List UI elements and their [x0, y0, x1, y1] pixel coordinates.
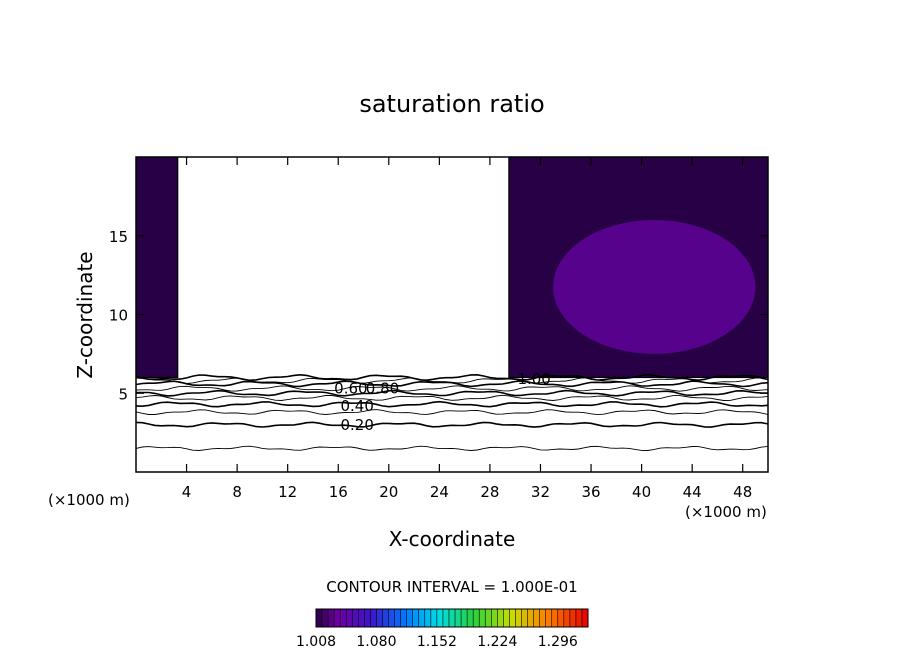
colorbar-segment	[533, 609, 540, 627]
x-unit-right: (×1000 m)	[685, 503, 767, 521]
colorbar-segment	[364, 609, 371, 627]
x-tick-label: 44	[683, 483, 702, 501]
contour-interval-label: CONTOUR INTERVAL = 1.000E-01	[326, 578, 577, 596]
contour-line	[136, 389, 768, 397]
colorbar-segment	[575, 609, 583, 627]
supersaturated-region	[136, 157, 179, 379]
colorbar-segment	[551, 609, 559, 627]
colorbar-tick-label: 1.080	[356, 634, 396, 650]
contour-line	[136, 380, 768, 388]
colorbar-segment	[509, 609, 516, 627]
x-tick-label: 28	[480, 483, 499, 501]
contour-line	[136, 385, 768, 392]
colorbar-segment	[376, 609, 383, 627]
colorbar-segment	[316, 609, 323, 627]
colorbar-segment	[328, 609, 335, 627]
colorbar-segment	[424, 609, 432, 627]
colorbar-tick-label: 1.008	[296, 634, 336, 650]
contour-line	[136, 377, 768, 384]
colorbar-segment	[418, 609, 426, 627]
colorbar-segment	[388, 609, 395, 627]
contour-label: 1.00	[517, 370, 550, 388]
colorbar-segment	[473, 609, 480, 627]
colorbar-segment	[430, 609, 438, 627]
x-tick-label: 8	[232, 483, 242, 501]
colorbar-segment	[358, 609, 365, 627]
chart-title: saturation ratio	[359, 90, 544, 118]
x-tick-label: 20	[379, 483, 398, 501]
colorbar-frame	[315, 608, 589, 628]
contour-labels: 0.200.400.600.80 1.00	[334, 370, 551, 434]
y-tick-label: 5	[118, 385, 128, 403]
colorbar-segment	[479, 609, 486, 627]
y-tick-label: 10	[109, 307, 128, 325]
supersaturated-region	[553, 220, 756, 354]
contour-line	[136, 409, 768, 416]
colorbar-segment	[394, 609, 401, 627]
x-tick-label: 12	[278, 483, 297, 501]
contour-label: 0.60	[334, 380, 367, 398]
x-tick-label: 16	[329, 483, 348, 501]
colorbar-segment	[563, 609, 571, 627]
colorbar-segment	[436, 609, 444, 627]
y-tick-label: 15	[109, 228, 128, 246]
contour-line	[136, 373, 768, 382]
colorbar-segment	[442, 609, 450, 627]
colorbar-segment	[467, 609, 474, 627]
colorbar-segment	[539, 609, 546, 627]
colorbar-segment	[346, 609, 353, 627]
colorbar: 1.008 1.080 1.152 1.224 1.296	[296, 608, 589, 650]
colorbar-segment	[334, 609, 341, 627]
colorbar-segment	[448, 609, 456, 627]
colorbar-segment	[340, 609, 347, 627]
colorbar-segment	[491, 609, 498, 627]
colorbar-segment	[406, 609, 414, 627]
x-tick-label: 36	[581, 483, 600, 501]
colorbar-tick-label: 1.296	[538, 634, 578, 650]
colorbar-segment	[485, 609, 492, 627]
colorbar-tick-label: 1.224	[477, 634, 517, 650]
colorbar-segment	[412, 609, 420, 627]
contour-label: 0.80	[366, 380, 399, 398]
colorbar-segment	[400, 609, 407, 627]
colorbar-segment	[352, 609, 359, 627]
colorbar-segment	[581, 609, 589, 627]
colorbar-segment	[521, 609, 528, 627]
colorbar-tick-label: 1.152	[417, 634, 457, 650]
colorbar-segment	[515, 609, 522, 627]
x-tick-label: 48	[733, 483, 752, 501]
contour-line	[136, 421, 768, 428]
colorbar-segment	[557, 609, 565, 627]
contour-line	[136, 400, 768, 408]
colorbar-segment	[322, 609, 329, 627]
x-unit-left: (×1000 m)	[48, 491, 130, 509]
x-tick-label: 4	[182, 483, 192, 501]
x-tick-label: 24	[430, 483, 449, 501]
contour-label: 0.20	[340, 416, 373, 434]
x-tick-label: 32	[531, 483, 550, 501]
colorbar-segment	[497, 609, 504, 627]
contour-lines	[136, 373, 768, 451]
x-tick-label: 40	[632, 483, 651, 501]
colorbar-segment	[569, 609, 577, 627]
y-axis-label: Z-coordinate	[73, 251, 97, 378]
colorbar-segment	[545, 609, 553, 627]
x-axis-label: X-coordinate	[389, 527, 516, 551]
colorbar-segment	[382, 609, 389, 627]
colorbar-segment	[455, 609, 462, 627]
supersaturation-fill	[136, 157, 768, 379]
contour-label: 0.40	[340, 397, 373, 415]
colorbar-segment	[503, 609, 510, 627]
colorbar-segment	[370, 609, 377, 627]
colorbar-segment	[461, 609, 468, 627]
contour-line	[136, 445, 768, 451]
colorbar-segment	[527, 609, 534, 627]
contour-line	[136, 394, 768, 401]
